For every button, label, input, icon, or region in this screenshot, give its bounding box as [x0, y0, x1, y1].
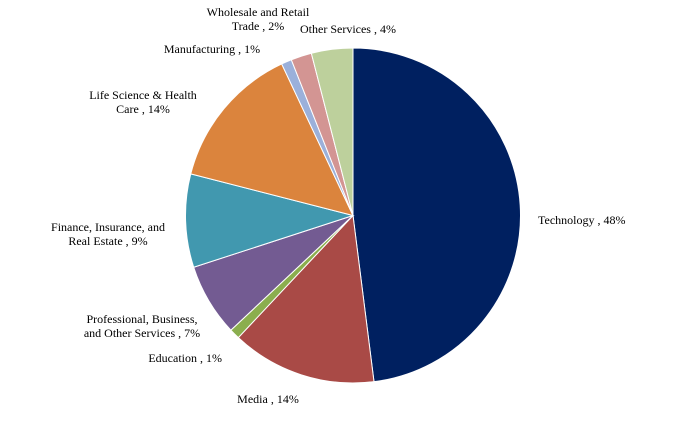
data-label: Other Services , 4%: [300, 22, 396, 36]
pie-slice-technology: [352, 47, 521, 383]
pie-slice-other-services: [310, 47, 354, 216]
data-label: Media , 14%: [237, 392, 299, 406]
pie-slice-media: [237, 214, 375, 384]
pie-slice-life-science-health-care: [190, 63, 354, 217]
pie-slice-finance-insurance-and-real-estate: [185, 173, 355, 268]
data-label: Finance, Insurance, and Real Estate , 9%: [51, 220, 165, 248]
data-label: Life Science & Health Care , 14%: [89, 88, 197, 116]
data-label: Education , 1%: [148, 351, 222, 365]
data-label: Professional, Business, and Other Service…: [84, 312, 200, 340]
data-label: Technology , 48%: [538, 213, 625, 227]
data-label: Manufacturing , 1%: [164, 42, 260, 56]
data-label: Wholesale and Retail Trade , 2%: [207, 5, 310, 33]
